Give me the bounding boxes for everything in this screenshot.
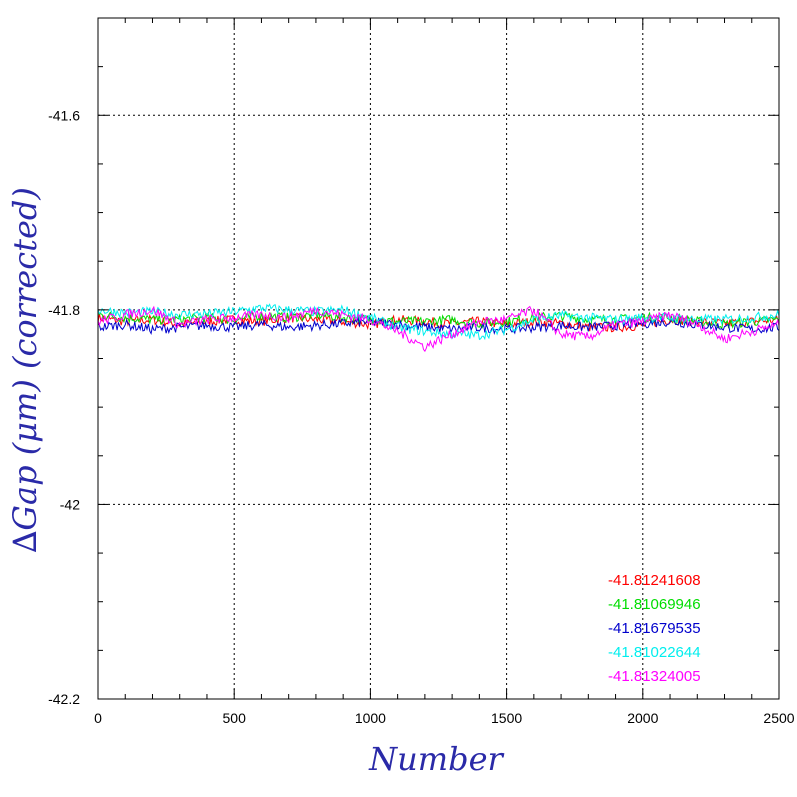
y-axis-title: ∆Gap (μm) (corrected)	[6, 187, 44, 553]
legend-entry: -41.81241608	[608, 572, 701, 589]
x-tick-label: 1000	[355, 710, 386, 726]
legend-entry: -41.81022644	[608, 644, 701, 661]
x-tick-label: 2000	[627, 710, 658, 726]
x-tick-label: 0	[94, 710, 102, 726]
y-tick-label: -42.2	[48, 691, 80, 707]
ticks	[97, 17, 780, 700]
legend-entry: -41.81324005	[608, 668, 701, 685]
y-tick-label: -41.8	[48, 302, 80, 318]
series-line	[97, 315, 780, 336]
legend-entry: -41.81069946	[608, 596, 701, 613]
x-tick-label: 500	[223, 710, 247, 726]
x-axis-title: Number	[368, 740, 504, 778]
legend: -41.81241608 -41.81069946 -41.81679535 -41.…	[608, 572, 701, 685]
legend-entry: -41.81679535	[608, 620, 701, 637]
grid	[98, 18, 779, 699]
tick-labels: 0 500 1000 1500 2000 2500 -42.2 -42 -41.8 -41.6	[48, 107, 795, 726]
series-line	[97, 305, 780, 353]
y-tick-label: -42	[60, 496, 80, 512]
y-tick-label: -41.6	[48, 107, 80, 123]
series-layer	[97, 303, 780, 353]
x-tick-label: 1500	[491, 710, 522, 726]
x-tick-label: 2500	[763, 710, 794, 726]
